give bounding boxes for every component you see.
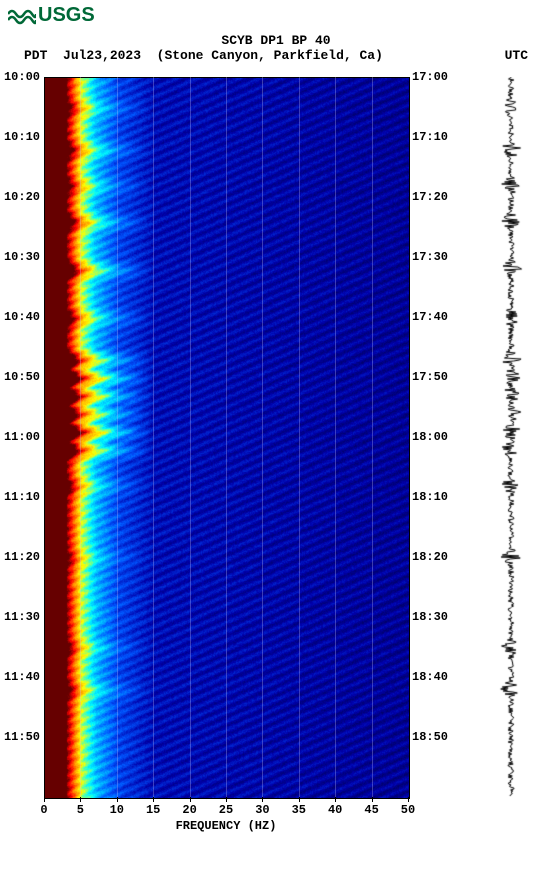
wave-icon <box>8 6 36 26</box>
xtick: 35 <box>292 803 306 817</box>
frequency-axis: FREQUENCY (HZ) 05101520253035404550 <box>44 797 408 847</box>
spectrogram-plot <box>44 77 410 799</box>
ytick-right: 18:00 <box>412 430 448 444</box>
ytick-left: 10:40 <box>4 310 40 324</box>
ytick-left: 11:20 <box>4 550 40 564</box>
subtitle-row: PDT Jul23,2023 (Stone Canyon, Parkfield,… <box>8 48 544 63</box>
ytick-left: 10:30 <box>4 250 40 264</box>
ytick-left: 11:10 <box>4 490 40 504</box>
ytick-right: 18:30 <box>412 610 448 624</box>
left-tz-date: PDT Jul23,2023 (Stone Canyon, Parkfield,… <box>24 48 383 63</box>
logo-text: USGS <box>38 4 95 27</box>
ytick-right: 18:10 <box>412 490 448 504</box>
x-axis-label: FREQUENCY (HZ) <box>44 819 408 833</box>
ytick-left: 10:00 <box>4 70 40 84</box>
ytick-right: 17:00 <box>412 70 448 84</box>
xtick: 5 <box>77 803 84 817</box>
xtick: 45 <box>364 803 378 817</box>
ytick-left: 10:20 <box>4 190 40 204</box>
xtick: 25 <box>219 803 233 817</box>
ytick-right: 18:40 <box>412 670 448 684</box>
ytick-left: 10:10 <box>4 130 40 144</box>
ytick-left: 11:00 <box>4 430 40 444</box>
xtick: 10 <box>110 803 124 817</box>
xtick: 40 <box>328 803 342 817</box>
waveform-trace <box>496 77 526 797</box>
usgs-logo: USGS <box>8 4 544 27</box>
ytick-right: 17:20 <box>412 190 448 204</box>
ytick-left: 11:40 <box>4 670 40 684</box>
xtick: 30 <box>255 803 269 817</box>
xtick: 15 <box>146 803 160 817</box>
xtick: 20 <box>182 803 196 817</box>
right-time-axis: 17:0017:1017:2017:3017:4017:5018:0018:10… <box>408 77 458 797</box>
ytick-right: 18:50 <box>412 730 448 744</box>
xtick: 50 <box>401 803 415 817</box>
spectrogram-chart: 10:0010:1010:2010:3010:4010:5011:0011:10… <box>0 77 552 847</box>
ytick-right: 18:20 <box>412 550 448 564</box>
chart-title: SCYB DP1 BP 40 <box>8 33 544 48</box>
right-tz: UTC <box>505 48 528 63</box>
ytick-left: 10:50 <box>4 370 40 384</box>
left-time-axis: 10:0010:1010:2010:3010:4010:5011:0011:10… <box>0 77 44 797</box>
xtick: 0 <box>40 803 47 817</box>
ytick-left: 11:30 <box>4 610 40 624</box>
ytick-right: 17:50 <box>412 370 448 384</box>
ytick-left: 11:50 <box>4 730 40 744</box>
ytick-right: 17:40 <box>412 310 448 324</box>
ytick-right: 17:30 <box>412 250 448 264</box>
ytick-right: 17:10 <box>412 130 448 144</box>
